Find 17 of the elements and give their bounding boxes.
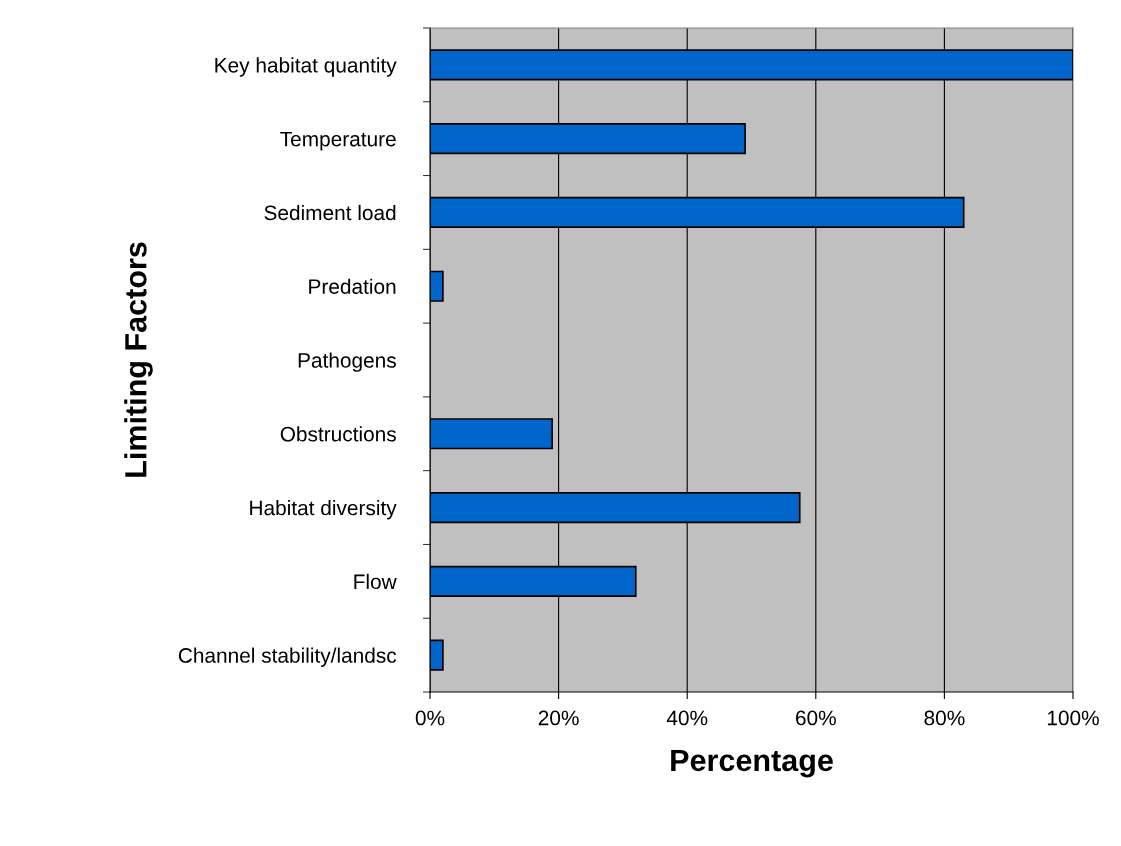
y-tick-label: Channel stability/landsc	[178, 647, 397, 667]
x-tick-label: 80%	[924, 710, 965, 726]
y-tick-label: Obstructions	[280, 426, 396, 442]
y-tick-label: Key habitat quantity	[215, 57, 397, 77]
x-tick-label: 0%	[415, 710, 445, 726]
x-tick-label: 60%	[796, 710, 836, 726]
y-tick-label: Flow	[354, 573, 397, 590]
x-axis-title: Percentage	[671, 749, 833, 778]
x-tick-label: 100%	[1047, 710, 1099, 726]
y-tick-label: Sediment load	[264, 204, 396, 221]
y-axis-title: Limiting Factors	[124, 242, 153, 477]
y-tick-label: Temperature	[280, 131, 396, 151]
y-tick-label: Predation	[309, 278, 396, 294]
y-tick-label: Pathogens	[298, 352, 396, 372]
x-tick-label: 20%	[538, 710, 579, 726]
y-tick-label: Habitat diversity	[250, 500, 397, 520]
x-tick-label: 40%	[666, 710, 708, 726]
